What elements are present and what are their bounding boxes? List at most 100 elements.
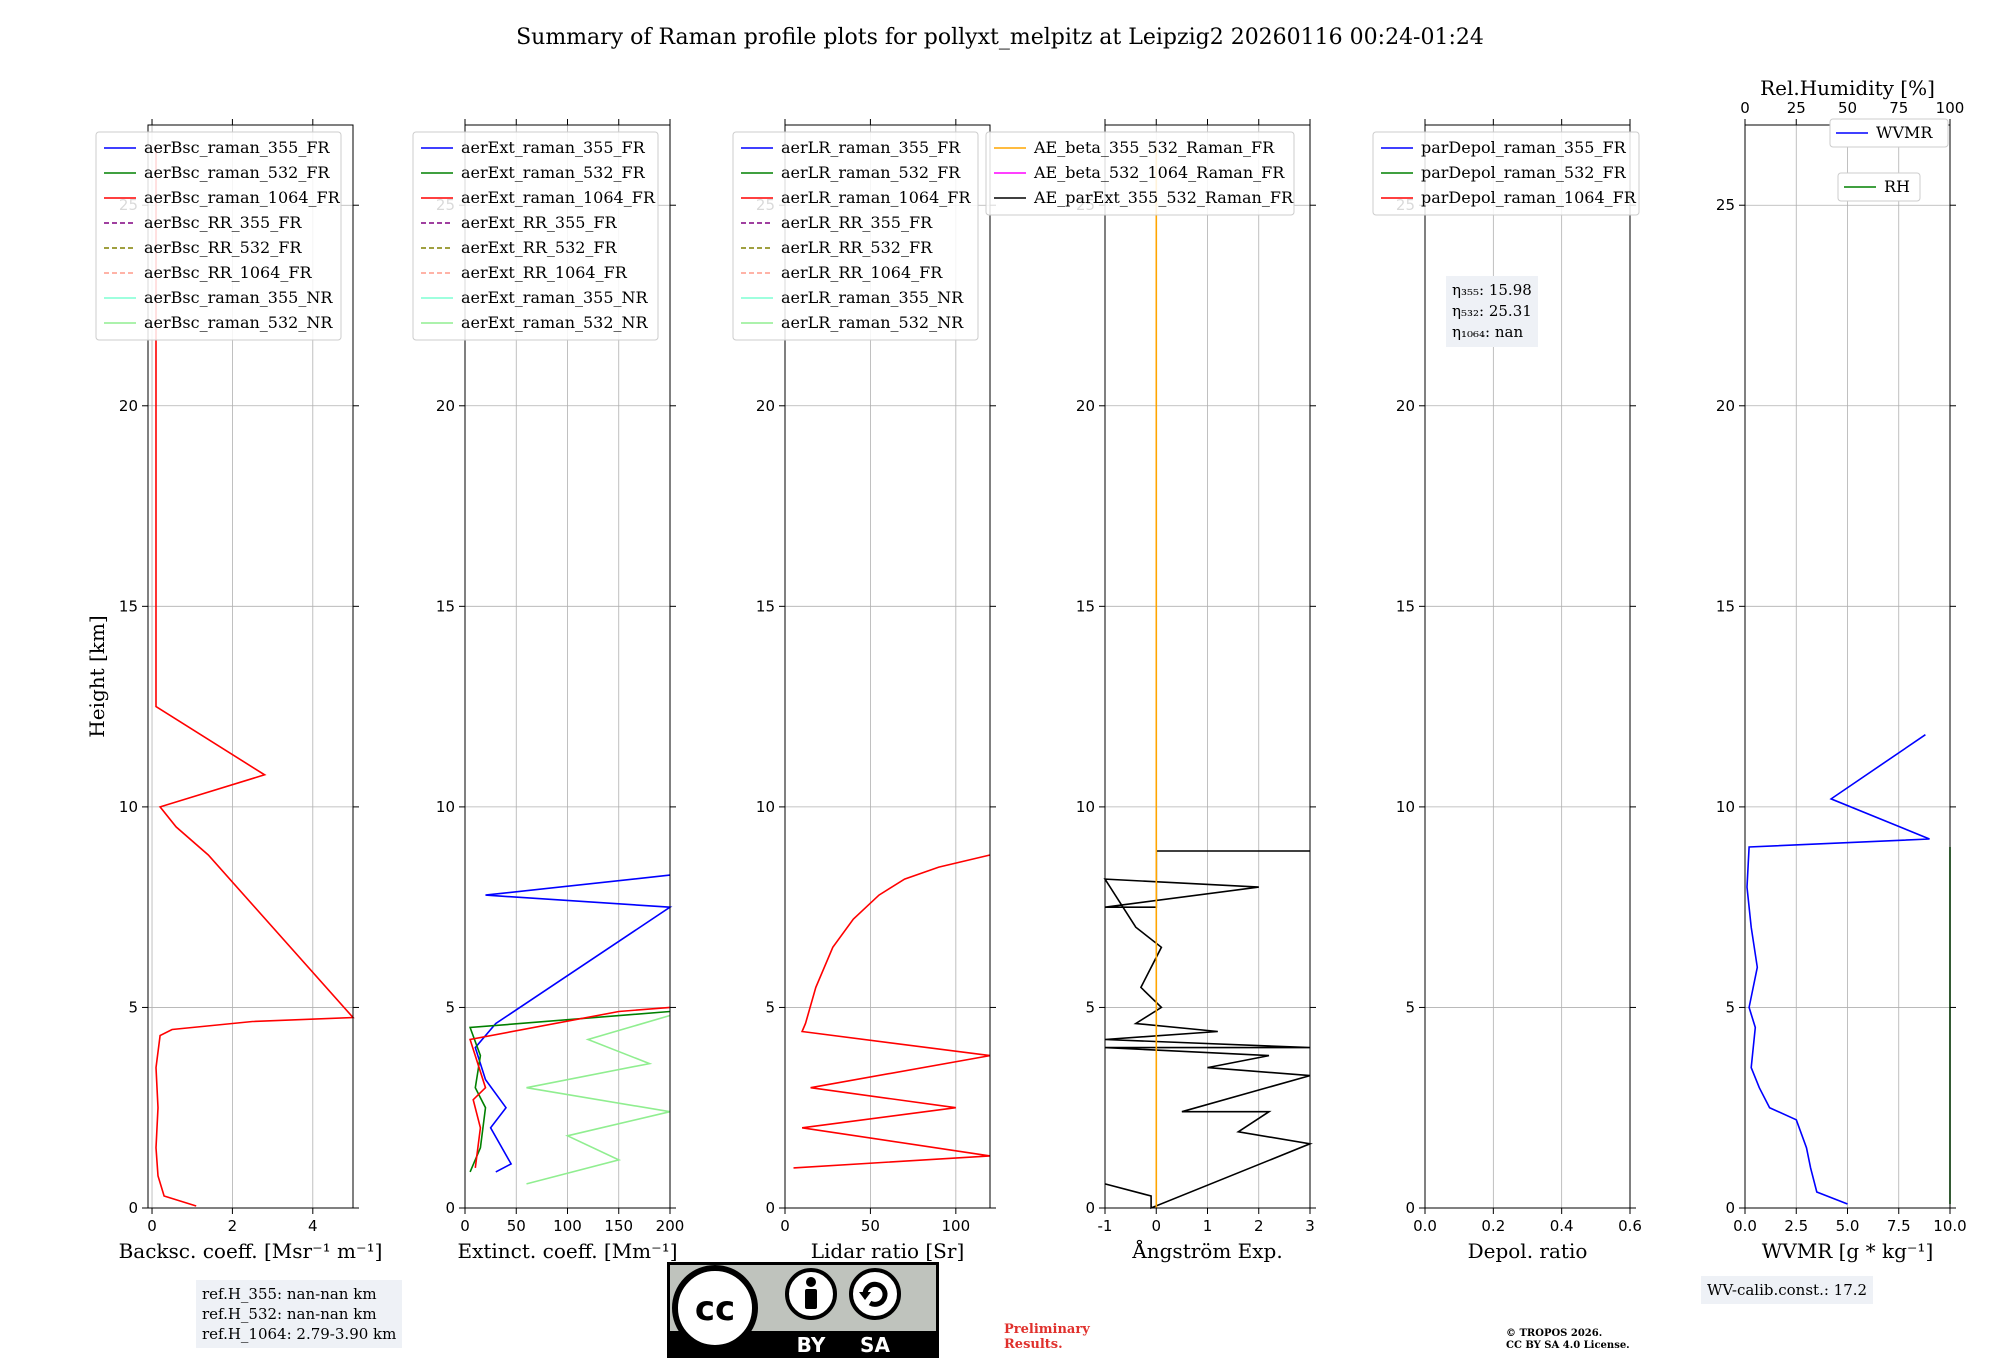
x-tick-label: 0 bbox=[1151, 1217, 1161, 1235]
panel-1: 0240510152025Backsc. coeff. [Msr⁻¹ m⁻¹]a… bbox=[85, 119, 382, 1263]
wv-calib-constant: WV-calib.const.: 17.2 bbox=[1707, 1281, 1868, 1299]
legend-label: aerExt_RR_532_FR bbox=[461, 238, 618, 257]
legend-label: RH bbox=[1884, 177, 1910, 196]
y-tick-label: 20 bbox=[119, 397, 138, 415]
legend-label: WVMR bbox=[1876, 123, 1933, 142]
y-tick-label: 15 bbox=[756, 597, 775, 615]
figure-title: Summary of Raman profile plots for polly… bbox=[516, 25, 1484, 50]
legend-box bbox=[985, 131, 1295, 216]
y-tick-label: 10 bbox=[756, 798, 775, 816]
x-axis-label: WVMR [g * kg⁻¹] bbox=[1762, 1239, 1934, 1263]
y-tick-label: 20 bbox=[1716, 397, 1735, 415]
x-tick-label: 2 bbox=[1254, 1217, 1264, 1235]
legend-box bbox=[1837, 172, 1921, 202]
legend-label: aerExt_raman_532_NR bbox=[461, 313, 649, 332]
legend-label: AE_beta_355_532_Raman_FR bbox=[1033, 138, 1275, 157]
x-axis-label: Lidar ratio [Sr] bbox=[811, 1239, 965, 1263]
rh-tick-label: 25 bbox=[1787, 99, 1806, 117]
wv-calibration-box: WV-calib.const.: 17.2 bbox=[1701, 1276, 1874, 1304]
x-tick-label: 50 bbox=[861, 1217, 880, 1235]
y-tick-label: 5 bbox=[445, 998, 455, 1016]
x-tick-label: 0.0 bbox=[1413, 1217, 1437, 1235]
panels: 0240510152025Backsc. coeff. [Msr⁻¹ m⁻¹]a… bbox=[85, 76, 1967, 1263]
x-tick-label: -1 bbox=[1098, 1217, 1113, 1235]
legend-label: aerBsc_RR_1064_FR bbox=[144, 263, 313, 282]
x-tick-label: 4 bbox=[308, 1217, 318, 1235]
legend-label: aerBsc_raman_532_FR bbox=[144, 163, 330, 182]
panel-2: 0501001502000510152025Extinct. coeff. [M… bbox=[412, 119, 685, 1263]
eta-box: η₃₅₅: 15.98 η₅₃₂: 25.31 η₁₀₆₄: nan bbox=[1446, 276, 1538, 347]
y-tick-label: 15 bbox=[436, 597, 455, 615]
by-label: BY bbox=[797, 1333, 826, 1357]
y-tick-label: 0 bbox=[128, 1199, 138, 1217]
panel-6: 0.0 2.5 5.0 7.5 10.0 0 5 10 15 20 25 WVMR [g * kg⁻¹… bbox=[1716, 76, 1967, 1263]
y-tick-label: 5 bbox=[1725, 998, 1735, 1016]
ref-height-355: ref.H_355: nan-nan km bbox=[202, 1285, 377, 1303]
cc-license-badge: cc BY SA bbox=[667, 1262, 939, 1358]
rh-tick-label: 100 bbox=[1936, 99, 1965, 117]
legend-label: AE_parExt_355_532_Raman_FR bbox=[1033, 188, 1294, 207]
y-tick-label: 10 bbox=[119, 798, 138, 816]
sa-label: SA bbox=[860, 1333, 890, 1357]
legend-label: aerLR_raman_355_FR bbox=[781, 138, 961, 157]
x-tick-label: 2.5 bbox=[1784, 1217, 1808, 1235]
x-tick-label: 0.6 bbox=[1618, 1217, 1642, 1235]
x-tick-label: 100 bbox=[942, 1217, 971, 1235]
sa-arrow-head bbox=[859, 1292, 871, 1300]
copyright-line-1: © TROPOS 2026. bbox=[1506, 1328, 1603, 1339]
series-line-aerBsc_raman_1064_FR bbox=[155, 145, 355, 1207]
ref-height-1064: ref.H_1064: 2.79-3.90 km bbox=[202, 1325, 397, 1343]
rh-axis-label: Rel.Humidity [%] bbox=[1760, 76, 1935, 100]
x-tick-label: 3 bbox=[1305, 1217, 1315, 1235]
y-tick-label: 25 bbox=[1716, 196, 1735, 214]
rh-tick-label: 50 bbox=[1838, 99, 1857, 117]
legend-box bbox=[732, 131, 979, 341]
x-tick-label: 0 bbox=[460, 1217, 470, 1235]
legend-label: aerBsc_raman_532_NR bbox=[144, 313, 333, 332]
x-axis-label: Extinct. coeff. [Mm⁻¹] bbox=[457, 1239, 677, 1263]
x-tick-label: 10.0 bbox=[1933, 1217, 1966, 1235]
y-tick-label: 10 bbox=[436, 798, 455, 816]
legend-box bbox=[412, 131, 659, 341]
x-axis-label: Depol. ratio bbox=[1468, 1239, 1588, 1263]
legend-label: aerLR_raman_1064_FR bbox=[781, 188, 971, 207]
cc-logo-icon bbox=[672, 1265, 758, 1351]
y-tick-label: 0 bbox=[445, 1199, 455, 1217]
y-tick-label: 20 bbox=[1076, 397, 1095, 415]
x-tick-label: 0 bbox=[780, 1217, 790, 1235]
preliminary-notice: Preliminary Results. bbox=[1004, 1322, 1090, 1352]
legend-label: aerLR_RR_532_FR bbox=[781, 238, 933, 257]
ref-height-532: ref.H_532: nan-nan km bbox=[202, 1305, 377, 1323]
y-axis-label: Height [km] bbox=[85, 615, 109, 737]
sa-arrow-arc bbox=[862, 1281, 888, 1307]
legend-label: parDepol_raman_355_FR bbox=[1421, 138, 1627, 157]
x-tick-label: 200 bbox=[656, 1217, 685, 1235]
x-tick-label: 7.5 bbox=[1887, 1217, 1911, 1235]
y-tick-label: 15 bbox=[1716, 597, 1735, 615]
x-tick-label: 5.0 bbox=[1836, 1217, 1860, 1235]
panel-3: 0501000510152025Lidar ratio [Sr]aerLR_ra… bbox=[732, 119, 996, 1263]
y-tick-label: 20 bbox=[756, 397, 775, 415]
y-tick-label: 0 bbox=[1725, 1199, 1735, 1217]
copyright-notice: © TROPOS 2026. CC BY SA 4.0 License. bbox=[1506, 1328, 1630, 1352]
legend-label: parDepol_raman_532_FR bbox=[1421, 163, 1627, 182]
legend-label: aerBsc_RR_532_FR bbox=[144, 238, 302, 257]
copyright-line-2: CC BY SA 4.0 License. bbox=[1506, 1340, 1630, 1351]
x-tick-label: 1 bbox=[1203, 1217, 1213, 1235]
legend-label: aerExt_RR_1064_FR bbox=[461, 263, 628, 282]
y-tick-label: 20 bbox=[1396, 397, 1415, 415]
y-tick-label: 0 bbox=[1405, 1199, 1415, 1217]
legend-label: AE_beta_532_1064_Raman_FR bbox=[1033, 163, 1285, 182]
legend-label: aerExt_RR_355_FR bbox=[461, 213, 618, 232]
legend-label: aerExt_raman_355_NR bbox=[461, 288, 649, 307]
x-tick-label: 0.2 bbox=[1481, 1217, 1505, 1235]
preliminary-line-2: Results. bbox=[1004, 1337, 1063, 1352]
x-tick-label: 150 bbox=[604, 1217, 633, 1235]
legend-label: aerLR_raman_532_NR bbox=[781, 313, 964, 332]
series-line-aerExt_raman_532_FR bbox=[468, 1010, 671, 1173]
x-tick-label: 50 bbox=[507, 1217, 526, 1235]
axes-frame bbox=[147, 124, 354, 1209]
x-tick-label: 0.4 bbox=[1550, 1217, 1574, 1235]
y-tick-label: 15 bbox=[1396, 597, 1415, 615]
